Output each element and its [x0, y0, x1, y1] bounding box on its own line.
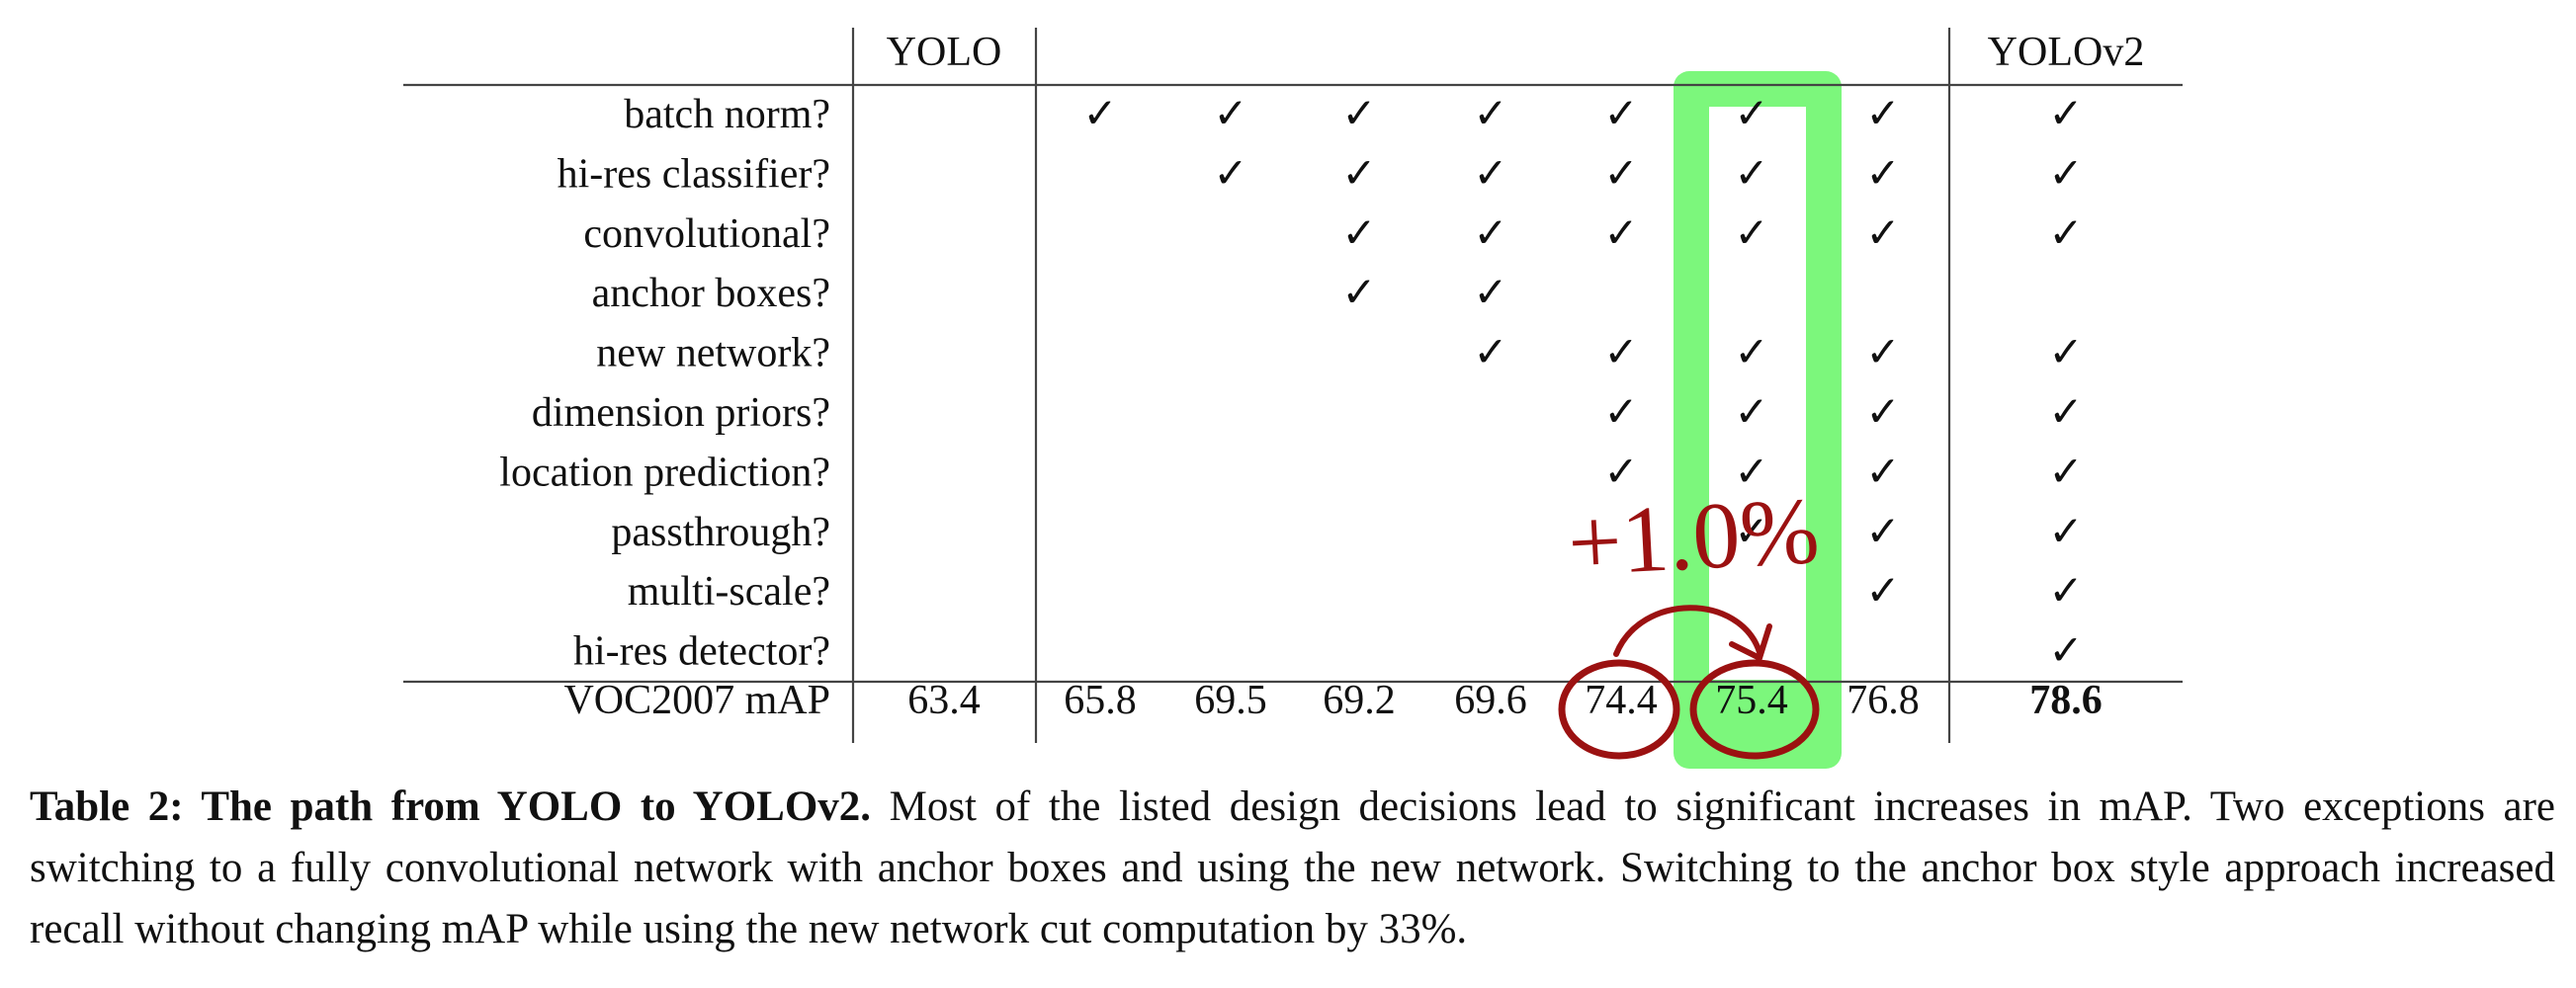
check-mark: ✓ — [2048, 92, 2083, 137]
map-value: 69.2 — [1323, 678, 1396, 723]
check-mark: ✓ — [1473, 331, 1507, 376]
map-value: 65.8 — [1064, 678, 1137, 723]
check-mark: ✓ — [2048, 211, 2083, 257]
header-yolo: YOLO — [887, 30, 1002, 75]
handwritten-delta: +1.0% — [1565, 477, 1821, 596]
check-mark: ✓ — [2048, 510, 2083, 555]
row-label: hi-res classifier? — [558, 151, 830, 197]
check-mark: ✓ — [1865, 211, 1900, 257]
map-label: VOC2007 mAP — [563, 678, 830, 723]
check-mark: ✓ — [1473, 271, 1507, 316]
check-mark: ✓ — [1734, 151, 1768, 197]
check-mark: ✓ — [1473, 211, 1507, 257]
map-value: 78.6 — [2029, 678, 2103, 723]
check-mark: ✓ — [1603, 211, 1638, 257]
map-value: 74.4 — [1585, 678, 1658, 723]
caption-title: Table 2: The path from YOLO to YOLOv2. — [30, 783, 872, 830]
map-value: 75.4 — [1715, 678, 1788, 723]
check-mark: ✓ — [2048, 569, 2083, 615]
caption-body: Most of the listed design decisions lead… — [30, 783, 2555, 952]
check-mark: ✓ — [1865, 151, 1900, 197]
check-mark: ✓ — [1213, 92, 1247, 137]
check-mark: ✓ — [1082, 92, 1117, 137]
map-value: 69.6 — [1454, 678, 1527, 723]
check-mark: ✓ — [1213, 151, 1247, 197]
check-mark: ✓ — [1734, 510, 1768, 555]
check-mark: ✓ — [2048, 450, 2083, 495]
highlight-column-inner — [1709, 107, 1806, 680]
check-mark: ✓ — [1734, 92, 1768, 137]
circle-annotation-left — [1558, 659, 1680, 760]
check-mark: ✓ — [1341, 211, 1376, 257]
check-mark: ✓ — [1341, 151, 1376, 197]
check-mark: ✓ — [1734, 331, 1768, 376]
map-value: 63.4 — [907, 678, 981, 723]
check-mark: ✓ — [2048, 390, 2083, 436]
check-mark: ✓ — [1865, 569, 1900, 615]
check-mark: ✓ — [1865, 390, 1900, 436]
row-label: passthrough? — [611, 510, 830, 555]
circle-annotation-right — [1689, 659, 1820, 760]
header-yolov2: YOLOv2 — [1988, 30, 2145, 75]
map-value: 69.5 — [1194, 678, 1267, 723]
check-mark: ✓ — [1865, 510, 1900, 555]
table-caption: Table 2: The path from YOLO to YOLOv2. M… — [30, 777, 2555, 960]
row-label: batch norm? — [624, 92, 830, 137]
check-mark: ✓ — [1603, 92, 1638, 137]
check-mark: ✓ — [1734, 211, 1768, 257]
check-mark: ✓ — [1341, 271, 1376, 316]
check-mark: ✓ — [1603, 450, 1638, 495]
check-mark: ✓ — [1865, 92, 1900, 137]
row-label: hi-res detector? — [573, 629, 830, 675]
ablation-table: YOLO YOLOv2 batch norm? ✓ ✓ ✓ ✓ ✓ ✓ ✓ ✓ hi-res clas… — [403, 28, 2183, 769]
row-label: multi-scale? — [628, 569, 830, 615]
check-mark: ✓ — [2048, 331, 2083, 376]
check-mark: ✓ — [1734, 390, 1768, 436]
check-mark: ✓ — [1865, 450, 1900, 495]
row-label: new network? — [596, 331, 830, 376]
check-mark: ✓ — [1603, 151, 1638, 197]
check-mark: ✓ — [2048, 629, 2083, 675]
curved-arrow — [1613, 605, 1762, 657]
check-mark: ✓ — [1341, 92, 1376, 137]
row-label: convolutional? — [583, 211, 830, 257]
check-mark: ✓ — [1473, 151, 1507, 197]
check-mark: ✓ — [1473, 92, 1507, 137]
arrow-head — [1729, 623, 1772, 661]
row-label: location prediction? — [499, 450, 830, 495]
map-value: 76.8 — [1846, 678, 1920, 723]
row-label: dimension priors? — [532, 390, 830, 436]
check-mark: ✓ — [1603, 390, 1638, 436]
check-mark: ✓ — [2048, 151, 2083, 197]
check-mark: ✓ — [1603, 331, 1638, 376]
check-mark: ✓ — [1865, 331, 1900, 376]
check-mark: ✓ — [1734, 450, 1768, 495]
row-label: anchor boxes? — [592, 271, 830, 316]
